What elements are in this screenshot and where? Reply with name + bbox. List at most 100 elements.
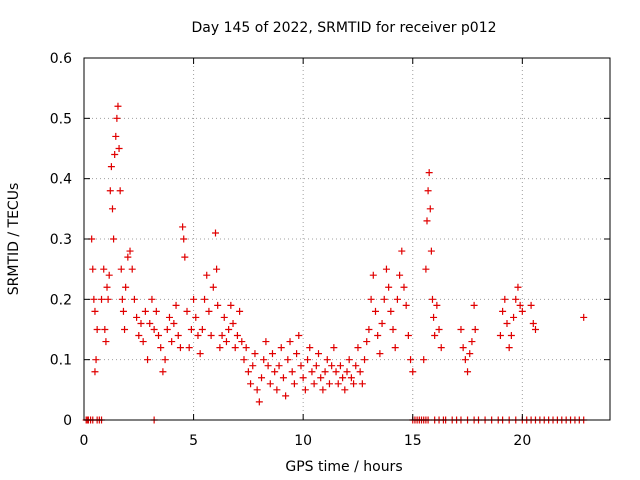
data-point xyxy=(293,350,301,358)
y-tick-label: 0.6 xyxy=(50,51,72,67)
data-point xyxy=(304,356,312,364)
data-point xyxy=(101,326,109,333)
y-tick-label: 0.4 xyxy=(50,172,72,188)
data-point xyxy=(361,356,369,364)
data-point xyxy=(312,362,320,370)
data-point xyxy=(161,356,169,364)
y-tick-label: 0.1 xyxy=(50,353,72,369)
data-point xyxy=(207,332,215,340)
data-point xyxy=(159,368,167,376)
data-point xyxy=(187,326,195,333)
data-point xyxy=(277,344,285,352)
data-point xyxy=(216,344,224,352)
data-point xyxy=(409,368,417,376)
data-point xyxy=(341,386,349,394)
data-point xyxy=(135,332,143,340)
data-point xyxy=(229,319,237,327)
data-point xyxy=(339,374,347,382)
data-point xyxy=(514,283,522,291)
data-point xyxy=(174,332,182,340)
data-point xyxy=(315,350,323,358)
data-point xyxy=(580,313,588,321)
data-point xyxy=(273,386,281,394)
data-point xyxy=(103,283,111,291)
y-tick-label: 0.2 xyxy=(50,292,72,308)
data-point xyxy=(310,380,318,388)
data-point xyxy=(124,253,132,261)
data-point xyxy=(371,307,379,315)
data-point xyxy=(183,307,191,315)
data-point xyxy=(115,145,123,152)
data-point xyxy=(336,362,344,370)
data-point xyxy=(275,362,283,370)
data-point xyxy=(105,271,113,279)
data-point xyxy=(155,332,163,340)
data-point xyxy=(122,283,130,291)
data-point xyxy=(168,338,176,346)
data-point xyxy=(240,356,248,364)
data-point xyxy=(176,344,184,352)
data-points xyxy=(82,102,588,424)
data-point xyxy=(264,362,272,370)
data-point xyxy=(181,253,189,261)
data-point xyxy=(214,301,222,309)
data-point xyxy=(531,326,539,333)
data-point xyxy=(286,338,294,346)
data-point xyxy=(133,313,141,321)
data-point xyxy=(163,326,171,333)
data-point xyxy=(317,374,325,382)
data-point xyxy=(510,313,518,321)
data-point xyxy=(387,307,395,315)
data-point xyxy=(137,319,145,327)
data-point xyxy=(104,295,112,303)
data-point xyxy=(227,301,235,309)
data-point xyxy=(422,265,430,273)
data-point xyxy=(112,132,120,140)
data-point xyxy=(201,295,209,303)
data-point xyxy=(251,350,259,358)
data-point xyxy=(222,338,230,346)
data-point xyxy=(356,368,364,376)
data-point xyxy=(268,350,276,358)
data-point xyxy=(426,205,434,213)
plot-frame xyxy=(83,57,611,421)
data-point xyxy=(117,265,125,273)
data-point xyxy=(139,338,147,346)
data-point xyxy=(466,350,474,358)
data-point xyxy=(255,398,263,406)
data-point xyxy=(354,344,362,352)
y-axis-label: SRMTID / TECUs xyxy=(6,183,22,296)
data-point xyxy=(179,223,187,231)
data-point xyxy=(435,326,443,333)
data-point xyxy=(253,386,261,394)
data-point xyxy=(212,229,219,237)
data-point xyxy=(499,307,507,315)
data-point xyxy=(144,356,152,364)
data-point xyxy=(407,356,415,364)
data-point xyxy=(196,350,204,358)
data-point xyxy=(213,265,221,273)
data-point xyxy=(496,332,504,340)
data-point xyxy=(266,380,274,388)
data-point xyxy=(116,187,124,195)
data-point xyxy=(146,319,154,327)
data-point xyxy=(100,265,108,273)
data-point xyxy=(527,301,535,309)
data-point xyxy=(323,356,331,364)
data-point xyxy=(290,380,298,388)
x-tick-label: 20 xyxy=(513,433,531,449)
data-point xyxy=(319,386,327,394)
data-point xyxy=(260,356,268,364)
data-point xyxy=(108,205,116,213)
data-point xyxy=(424,187,432,195)
data-point xyxy=(332,368,340,376)
data-point xyxy=(308,368,316,376)
data-point xyxy=(114,102,122,110)
data-point xyxy=(468,338,476,346)
data-point xyxy=(382,265,390,273)
data-point xyxy=(391,344,399,352)
x-tick-label: 5 xyxy=(189,433,198,449)
data-point xyxy=(376,350,384,358)
data-point xyxy=(428,295,436,303)
data-point xyxy=(198,326,206,333)
